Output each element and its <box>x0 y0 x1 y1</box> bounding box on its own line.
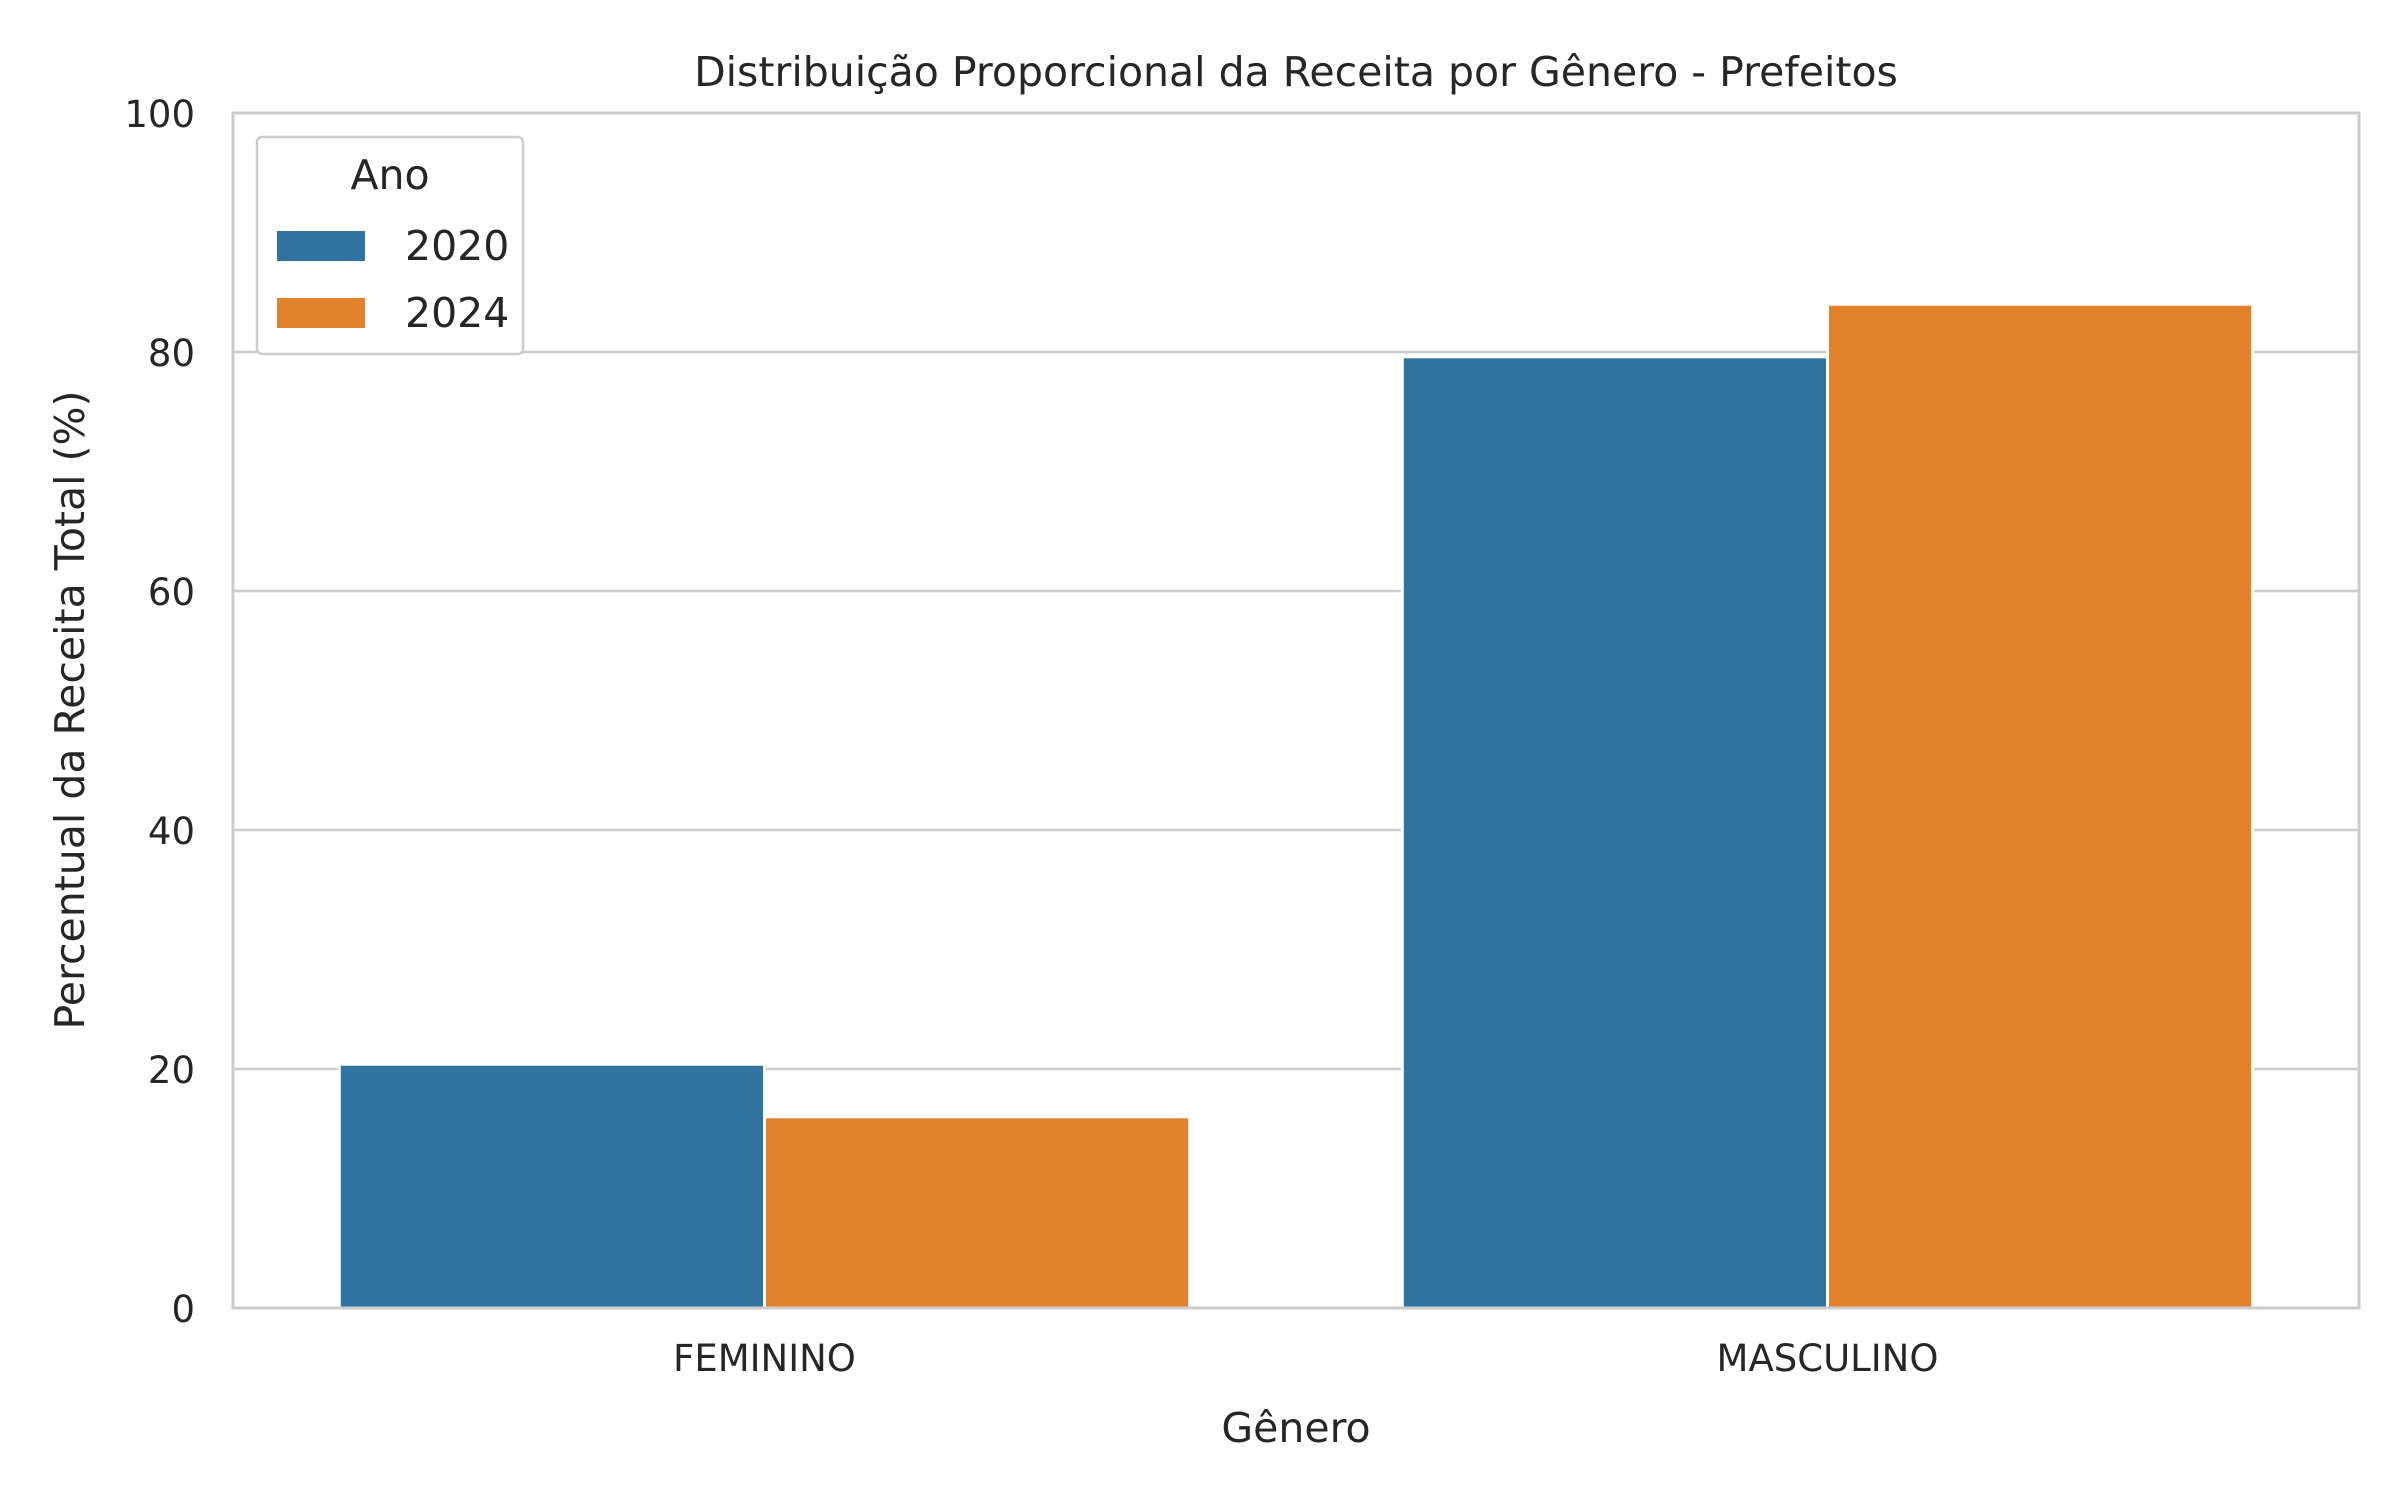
legend-entries: 2020 2024 <box>277 222 509 337</box>
bars <box>337 302 2255 1310</box>
y-tick-label: 40 <box>148 810 195 853</box>
chart-title: Distribuição Proporcional da Receita por… <box>694 48 1898 96</box>
bar-2024-masculino <box>1826 302 2255 1310</box>
y-tick-label: 0 <box>171 1288 195 1331</box>
x-tick-label: FEMININO <box>673 1337 856 1380</box>
x-tick-labels: FEMININO MASCULINO <box>673 1337 1938 1380</box>
x-tick-label: MASCULINO <box>1717 1337 1939 1380</box>
y-tick-labels: 0 20 40 60 80 100 <box>124 93 195 1331</box>
legend-swatch-2024 <box>277 298 365 328</box>
legend-title: Ano <box>350 151 429 199</box>
y-axis-label: Percentual da Receita Total (%) <box>46 391 94 1030</box>
legend-label-2024: 2024 <box>405 289 509 337</box>
y-tick-label: 60 <box>148 571 195 614</box>
y-tick-label: 100 <box>124 93 195 136</box>
x-axis-label: Gênero <box>1221 1404 1370 1452</box>
plot-frame <box>231 111 2361 1310</box>
y-tick-label: 80 <box>148 332 195 375</box>
y-tick-label: 20 <box>148 1049 195 1092</box>
bar-2020-masculino <box>1400 355 1830 1310</box>
bar-2020-feminino <box>337 1062 766 1310</box>
legend: Ano 2020 2024 <box>255 135 525 356</box>
legend-swatch-2020 <box>277 231 365 261</box>
bar-2024-feminino <box>763 1115 1192 1310</box>
legend-label-2020: 2020 <box>405 222 509 270</box>
